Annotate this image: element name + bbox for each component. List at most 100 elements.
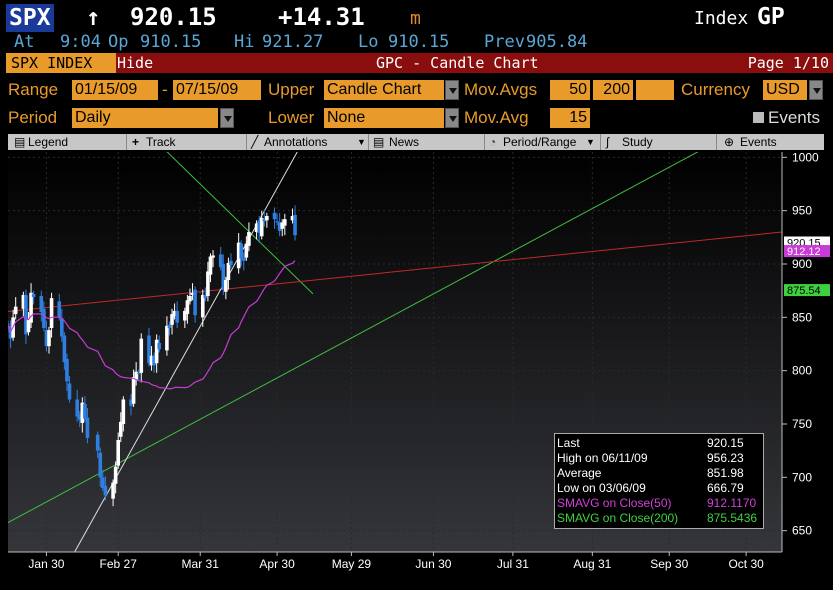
at-label: At <box>14 32 35 52</box>
period-range-dropdown-icon[interactable]: ▼ <box>586 137 595 147</box>
candle-body <box>103 485 108 496</box>
red-trend-line <box>8 231 782 312</box>
summary-sma200-label: SMAVG on Close(200) <box>557 511 679 525</box>
candle-body <box>183 310 187 321</box>
candle-body <box>257 221 261 234</box>
candle-body <box>206 271 210 296</box>
movavg-lower-input[interactable]: 15 <box>550 108 590 128</box>
study-button[interactable]: Study <box>622 135 653 149</box>
candle-body <box>239 243 244 259</box>
news-icon: ▤ <box>373 135 385 149</box>
candle-body <box>98 452 103 478</box>
candle-body <box>129 399 133 406</box>
candle-body <box>31 293 36 298</box>
range-end-input[interactable]: 07/15/09 <box>173 80 261 100</box>
candle-body <box>57 301 62 318</box>
x-tick-label: Aug 31 <box>573 557 611 571</box>
summary-sma50-label: SMAVG on Close(50) <box>557 496 672 510</box>
up-arrow-icon: ↑ <box>86 3 101 31</box>
currency-label: Currency <box>681 80 750 99</box>
period-range-button[interactable]: Period/Range <box>503 135 577 149</box>
period-dropdown-icon[interactable] <box>220 108 234 128</box>
candle-body <box>208 256 213 275</box>
summary-high: 956.23 <box>707 451 744 465</box>
period-select[interactable]: Daily <box>72 108 218 128</box>
candle-body <box>167 324 172 328</box>
candle-body <box>211 255 215 258</box>
candle-body <box>42 308 46 328</box>
candle-body <box>131 377 136 404</box>
events-checkbox[interactable] <box>753 112 764 123</box>
sma50-line <box>8 260 296 390</box>
period-range-icon: ◔ <box>489 135 497 149</box>
range-start-input[interactable]: 01/15/09 <box>72 80 158 100</box>
legend-button[interactable]: Legend <box>28 135 69 149</box>
currency-select[interactable]: USD <box>763 80 807 100</box>
candle-body <box>165 325 169 351</box>
upper-dropdown-icon[interactable] <box>445 80 459 100</box>
candle-body <box>275 221 279 223</box>
candle-body <box>185 300 190 315</box>
lower-dropdown-icon[interactable] <box>445 108 459 128</box>
candle-body <box>170 314 174 325</box>
last-price: 920.15 <box>130 3 217 31</box>
candle-body <box>200 294 205 318</box>
movavg1-input[interactable]: 50 <box>550 80 590 100</box>
high-label: Hi <box>234 32 255 52</box>
candle-body <box>134 371 138 381</box>
candle-body <box>116 440 121 466</box>
candle-chart[interactable]: 650 700 750 800 850 900 950 1000 Jan 30 Feb 27 Ma… <box>0 150 833 590</box>
candle-body <box>75 399 79 417</box>
x-tick-label: Sep 30 <box>650 557 688 571</box>
candle-body <box>172 310 177 317</box>
candle-body <box>259 218 264 237</box>
summary-high-label: High on 06/11/09 <box>557 451 648 465</box>
upper-label: Upper <box>268 80 315 99</box>
ticker[interactable]: SPX <box>6 4 54 32</box>
candle-body <box>83 403 87 419</box>
candle-body <box>118 421 123 437</box>
lower-select[interactable]: None <box>324 108 444 128</box>
summary-last-label: Last <box>557 436 580 450</box>
chart-title: GPC - Candle Chart <box>376 54 539 72</box>
prev-value: 905.84 <box>526 32 588 52</box>
candle-body <box>67 383 72 400</box>
news-button[interactable]: News <box>389 135 420 149</box>
candle-body <box>293 214 297 236</box>
lower-label: Lower <box>268 108 315 127</box>
y-tick-label: 650 <box>792 524 812 538</box>
annotations-dropdown-icon[interactable]: ▼ <box>357 137 366 147</box>
currency-dropdown-icon[interactable] <box>809 80 823 100</box>
candle-body <box>62 335 67 363</box>
low-value: 910.15 <box>388 32 450 52</box>
summary-last: 920.15 <box>707 436 744 450</box>
candle-body <box>265 216 269 221</box>
candle-body <box>241 257 246 261</box>
candle-body <box>44 330 49 347</box>
events-button[interactable]: Events <box>740 135 777 149</box>
candle-body <box>290 216 295 221</box>
candle-body <box>29 292 33 323</box>
candle-body <box>13 306 18 315</box>
page-indicator: Page 1/10 <box>747 54 829 72</box>
x-tick-label: Mar 31 <box>182 557 220 571</box>
track-button[interactable]: Track <box>146 135 176 149</box>
green-uptrend-line <box>8 152 699 524</box>
summary-avg: 851.98 <box>707 466 744 480</box>
security-name[interactable]: SPX INDEX <box>6 53 116 73</box>
movavgs-label: Mov.Avgs <box>464 80 538 99</box>
chart-toolbar: ▤ Legend + Track ╱ Annotations ▼ ▤ News … <box>8 134 824 150</box>
movavg3-input[interactable] <box>636 80 674 100</box>
m-flag: m <box>410 8 421 29</box>
hide-button[interactable]: Hide <box>117 54 154 72</box>
candle-body <box>218 254 223 268</box>
movavg2-input[interactable]: 200 <box>593 80 633 100</box>
y-tick-label: 800 <box>792 364 812 378</box>
candle-body <box>280 222 285 229</box>
candle-body <box>154 339 159 364</box>
annotations-button[interactable]: Annotations <box>264 135 328 149</box>
range-label: Range <box>8 80 59 99</box>
security-type: Index <box>694 8 749 29</box>
upper-select[interactable]: Candle Chart <box>324 80 444 100</box>
candle-body <box>190 292 195 295</box>
